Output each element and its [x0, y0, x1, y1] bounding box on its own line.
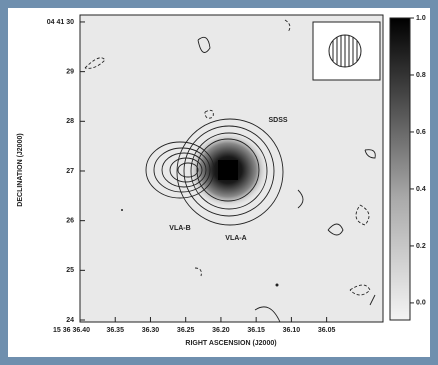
colorbar — [390, 18, 410, 320]
beam — [329, 35, 361, 67]
annotation: VLA-A — [225, 235, 246, 242]
annotation: VLA-B — [169, 225, 190, 232]
x-axis-label: RIGHT ASCENSION (J2000) — [185, 340, 276, 347]
y-tick-label: 28 — [66, 118, 74, 125]
colorbar-tick-label: 0.0 — [416, 300, 426, 307]
y-tick-label: 04 41 30 — [47, 19, 74, 26]
figure: RIGHT ASCENSION (J2000) DECLINATION (J20… — [0, 0, 438, 365]
colorbar-tick-label: 0.2 — [416, 243, 426, 250]
colorbar-tick-label: 1.0 — [416, 15, 426, 22]
colorbar-tick-label: 0.6 — [416, 129, 426, 136]
x-tick-label: 36.10 — [283, 327, 301, 334]
y-tick-label: 25 — [66, 267, 74, 274]
x-tick-label: 36.25 — [177, 327, 195, 334]
y-tick-label: 27 — [66, 168, 74, 175]
x-tick-label: 36.05 — [318, 327, 336, 334]
y-axis-label: DECLINATION (J2000) — [17, 133, 24, 206]
x-tick-label: 36.20 — [212, 327, 230, 334]
page: {"chart_data": {"type": "contour", "xlab… — [0, 0, 438, 365]
x-tick-label: 15 36 36.40 — [53, 327, 90, 334]
y-tick-label: 26 — [66, 218, 74, 225]
x-tick-label: 36.35 — [106, 327, 124, 334]
x-tick-label: 36.30 — [142, 327, 160, 334]
x-tick-label: 36.15 — [247, 327, 265, 334]
annotation: SDSS — [268, 117, 287, 124]
y-tick-label: 29 — [66, 68, 74, 75]
y-tick-label: 24 — [66, 317, 74, 324]
colorbar-tick-label: 0.8 — [416, 72, 426, 79]
colorbar-tick-label: 0.4 — [416, 186, 426, 193]
